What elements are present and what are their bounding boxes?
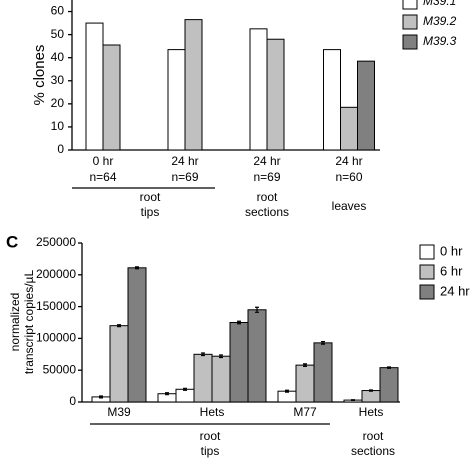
bar bbox=[357, 60, 375, 151]
x-tick-label: 24 hr bbox=[253, 154, 280, 168]
error-bar bbox=[237, 320, 241, 325]
y-tick-label: 10 bbox=[51, 119, 65, 133]
x-tick-sublabel: n=69 bbox=[171, 170, 198, 184]
y-tick-label: 200000 bbox=[36, 267, 76, 281]
bar bbox=[184, 19, 203, 151]
y-tick-label: 0 bbox=[69, 394, 76, 408]
legend-swatch bbox=[419, 264, 435, 280]
error-bar bbox=[387, 366, 391, 369]
legend-label: M39.1 bbox=[423, 0, 456, 8]
y-tick-label: 30 bbox=[51, 73, 65, 87]
y-tick-label: 20 bbox=[51, 96, 65, 110]
bar bbox=[211, 355, 231, 403]
y-tick-label: 50000 bbox=[43, 362, 77, 376]
error-bar bbox=[303, 363, 307, 367]
y-axis-label: normalizedtranscript copies/µL bbox=[8, 270, 36, 375]
bar bbox=[109, 325, 129, 403]
group-label: sections bbox=[245, 205, 289, 219]
bar bbox=[175, 388, 195, 403]
error-bar bbox=[183, 387, 187, 391]
group-label: tips bbox=[141, 205, 160, 219]
group-label: leaves bbox=[332, 199, 367, 213]
x-tick-label: M77 bbox=[293, 405, 317, 419]
bar bbox=[266, 38, 285, 151]
bar bbox=[249, 28, 268, 151]
x-tick-label: Hets bbox=[200, 405, 225, 419]
group-label: root bbox=[257, 190, 278, 204]
bar bbox=[229, 322, 249, 403]
bar bbox=[167, 49, 186, 151]
error-bar bbox=[165, 392, 169, 396]
legend-label: M39.3 bbox=[423, 34, 457, 48]
bar bbox=[379, 367, 399, 403]
legend-swatch bbox=[419, 284, 435, 300]
bar bbox=[340, 106, 358, 151]
y-tick-label: 150000 bbox=[36, 299, 76, 313]
x-tick-sublabel: n=69 bbox=[253, 170, 280, 184]
y-axis-label-line: normalized bbox=[8, 293, 22, 352]
bar bbox=[323, 49, 341, 151]
x-tick-sublabel: n=60 bbox=[335, 170, 362, 184]
group-label: tips bbox=[201, 444, 220, 458]
group-label: root bbox=[140, 190, 161, 204]
legend-swatch bbox=[419, 244, 435, 260]
y-tick-label: 50 bbox=[51, 27, 65, 41]
y-tick-label: 0 bbox=[57, 142, 64, 156]
bar bbox=[361, 390, 381, 403]
error-bar bbox=[201, 352, 205, 357]
bar bbox=[193, 353, 213, 403]
x-tick-label: 0 hr bbox=[93, 154, 114, 168]
error-bar bbox=[285, 389, 289, 393]
legend-label: 6 hr bbox=[440, 263, 463, 278]
x-tick-label: 24 hr bbox=[335, 154, 362, 168]
y-axis-label-line: transcript copies/µL bbox=[22, 270, 36, 375]
legend-swatch bbox=[402, 14, 418, 30]
error-bar bbox=[117, 324, 121, 328]
bar bbox=[102, 44, 121, 151]
legend-label: 24 hr bbox=[440, 283, 470, 298]
bar bbox=[127, 267, 147, 403]
bar bbox=[85, 22, 104, 151]
error-bar bbox=[255, 306, 259, 313]
y-tick-label: 60 bbox=[51, 4, 65, 18]
error-bar bbox=[321, 340, 325, 345]
legend-swatch bbox=[402, 0, 418, 10]
group-label: root bbox=[363, 429, 384, 443]
bar bbox=[277, 390, 297, 403]
y-tick-label: 100000 bbox=[36, 331, 76, 345]
legend-swatch bbox=[402, 34, 418, 50]
bar bbox=[247, 309, 267, 403]
y-tick-label: 250000 bbox=[36, 235, 76, 249]
x-tick-label: M39 bbox=[107, 405, 131, 419]
x-tick-label: 24 hr bbox=[171, 154, 198, 168]
group-label: sections bbox=[351, 444, 395, 458]
error-bar bbox=[219, 354, 223, 359]
bar bbox=[295, 364, 315, 403]
y-axis-label: % clones bbox=[31, 45, 48, 106]
x-tick-sublabel: n=64 bbox=[89, 170, 116, 184]
error-bar bbox=[351, 399, 355, 402]
error-bar bbox=[135, 266, 139, 270]
group-label: root bbox=[200, 429, 221, 443]
y-tick-label: 40 bbox=[51, 50, 65, 64]
error-bar bbox=[369, 389, 373, 392]
legend-label: 0 hr bbox=[440, 243, 463, 258]
x-tick-label: Hets bbox=[359, 405, 384, 419]
legend-label: M39.2 bbox=[423, 14, 457, 28]
bar bbox=[313, 342, 333, 403]
panel-label: C bbox=[6, 232, 18, 251]
error-bar bbox=[99, 395, 103, 399]
